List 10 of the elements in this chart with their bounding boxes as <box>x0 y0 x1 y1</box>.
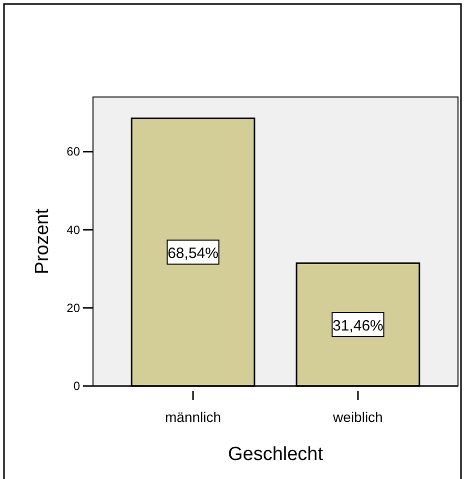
y-tick-label: 0 <box>73 379 80 393</box>
y-tick-label: 40 <box>66 222 80 237</box>
y-tick-label: 60 <box>66 144 80 159</box>
y-tick-label: 20 <box>66 300 80 315</box>
data-label: 31,46% <box>332 318 384 335</box>
x-axis-title: Geschlecht <box>228 444 324 465</box>
y-axis-title: Prozent <box>32 208 53 274</box>
x-tick-label: männlich <box>165 409 222 425</box>
x-tick-label: weiblich <box>332 409 383 425</box>
data-label: 68,54% <box>168 245 218 262</box>
